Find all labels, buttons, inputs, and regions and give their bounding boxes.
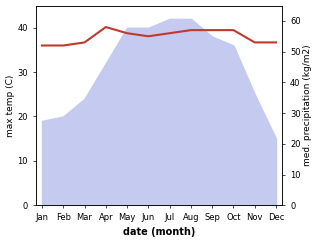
Y-axis label: max temp (C): max temp (C) [5,74,15,137]
Y-axis label: med. precipitation (kg/m2): med. precipitation (kg/m2) [303,44,313,166]
X-axis label: date (month): date (month) [123,227,195,237]
